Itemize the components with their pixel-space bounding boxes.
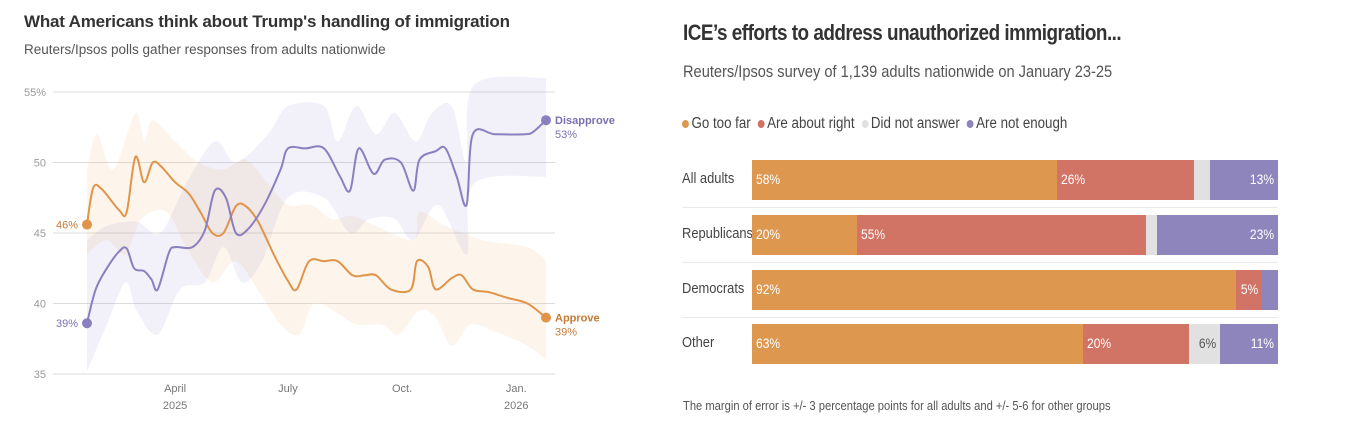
bar-segment-go-too-far: 92%: [752, 270, 1236, 310]
disapprove-end-label: Disapprove: [555, 115, 615, 127]
bar-segment-are-not-enough: [1262, 270, 1278, 310]
bar-value-label: 11%: [1250, 335, 1274, 351]
legend-item: Are about right: [757, 115, 855, 133]
bar-segment-did-not-answer: [1193, 160, 1210, 200]
x-tick-sublabel: 2025: [163, 400, 187, 412]
bar-value-label: 63%: [756, 335, 781, 351]
approve-end-marker: [541, 312, 551, 323]
bar-chart-title: ICE’s efforts to address unauthorized im…: [683, 20, 1122, 45]
bar-track: 20% 55% 23%: [752, 215, 1278, 255]
bar-segment-are-about-right: 55%: [857, 215, 1147, 255]
line-chart-subtitle: Reuters/Ipsos polls gather responses fro…: [24, 42, 386, 57]
bar-value-label: 23%: [1249, 226, 1274, 242]
x-tick-sublabel: 2026: [504, 400, 528, 412]
bar-segment-are-not-enough: 11%: [1220, 324, 1278, 364]
x-tick-label: July: [278, 383, 298, 395]
bar-segment-go-too-far: 20%: [752, 215, 858, 255]
bar-segment-go-too-far: 58%: [752, 160, 1058, 200]
bar-track: 92% 5%: [752, 270, 1278, 310]
bar-value-label: 58%: [756, 171, 781, 187]
bar-segment-are-about-right: 26%: [1057, 160, 1194, 200]
bar-value-label: 5%: [1240, 281, 1259, 297]
y-tick-label: 40: [34, 299, 46, 311]
bar-category-label: All adults: [682, 170, 735, 187]
bar-segment-did-not-answer: 6%: [1188, 324, 1221, 364]
legend-dot-icon: [966, 120, 974, 128]
bar-segment-are-about-right: 5%: [1235, 270, 1263, 310]
approve-line: [86, 155, 547, 319]
bar-row: Other 63% 20% 6% 11%: [660, 324, 1300, 364]
approve-start-label: 46%: [56, 220, 78, 232]
x-tick-label: Oct.: [392, 383, 412, 395]
bar-chart-footnote: The margin of error is +/- 3 percentage …: [683, 398, 1111, 413]
legend-dot-icon: [861, 120, 869, 128]
bar-row: Republicans 20% 55% 23%: [660, 215, 1300, 255]
legend-dot-icon: [757, 120, 765, 128]
x-tick-label: Jan.: [506, 383, 527, 395]
legend-item: Are not enough: [966, 115, 1068, 133]
bar-value-label: 6%: [1198, 335, 1217, 351]
approve-end-label: Approve: [555, 313, 600, 325]
ice-bar-chart-panel: ICE’s efforts to address unauthorized im…: [660, 0, 1346, 444]
y-tick-label: 50: [34, 158, 46, 170]
legend-item: Go too far: [682, 115, 751, 133]
legend-label: Are not enough: [976, 115, 1068, 132]
approval-line-chart-panel: What Americans think about Trump's handl…: [0, 0, 620, 444]
legend-dot-icon: [682, 120, 689, 128]
row-divider: [682, 262, 1278, 263]
line-chart-title: What Americans think about Trump's handl…: [24, 12, 510, 31]
bar-segment-are-about-right: 20%: [1083, 324, 1189, 364]
bar-row: Democrats 92% 5%: [660, 270, 1300, 310]
bar-segment-are-not-enough: 23%: [1157, 215, 1278, 255]
bar-value-label: 92%: [756, 281, 781, 297]
y-tick-label: 35: [34, 369, 46, 381]
disapprove-line: [86, 119, 547, 324]
bar-segment-go-too-far: 63%: [752, 324, 1084, 364]
legend-item: Did not answer: [861, 115, 960, 133]
bar-row: All adults 58% 26% 13%: [660, 160, 1300, 200]
disapprove-start-label: 39%: [56, 318, 78, 330]
approval-line-chart: 35 40 45 50 55% April 2025 July Oct. Jan. 2026 46% A…: [24, 76, 615, 412]
bar-category-label: Democrats: [682, 280, 745, 297]
bar-value-label: 13%: [1249, 171, 1274, 187]
x-tick-label: April: [164, 383, 186, 395]
legend-label: Are about right: [767, 115, 855, 132]
bar-category-label: Republicans: [682, 225, 754, 242]
bar-value-label: 55%: [861, 226, 886, 242]
disapprove-confidence-band: [87, 76, 546, 372]
disapprove-end-marker: [541, 115, 551, 126]
bar-segment-are-not-enough: 13%: [1209, 160, 1278, 200]
row-divider: [682, 207, 1278, 208]
bar-category-label: Other: [682, 334, 715, 351]
bar-value-label: 20%: [1087, 335, 1112, 351]
disapprove-start-marker: [82, 318, 92, 329]
bar-chart-subtitle: Reuters/Ipsos survey of 1,139 adults nat…: [683, 62, 1113, 81]
approve-confidence-band: [87, 112, 546, 360]
bar-value-label: 26%: [1061, 171, 1086, 187]
y-tick-label: 55%: [24, 87, 46, 99]
bar-segment-did-not-answer: [1146, 215, 1157, 255]
bar-chart-legend: Go too far Are about right Did not answer A…: [682, 115, 1067, 133]
approve-end-value-label: 39%: [555, 327, 577, 339]
legend-label: Did not answer: [870, 115, 960, 132]
bar-value-label: 20%: [756, 226, 781, 242]
bar-track: 63% 20% 6% 11%: [752, 324, 1278, 364]
legend-label: Go too far: [691, 115, 751, 132]
y-tick-label: 45: [34, 228, 46, 240]
disapprove-end-value-label: 53%: [555, 129, 577, 141]
approve-start-marker: [82, 219, 92, 230]
row-divider: [682, 317, 1278, 318]
bar-track: 58% 26% 13%: [752, 160, 1278, 200]
